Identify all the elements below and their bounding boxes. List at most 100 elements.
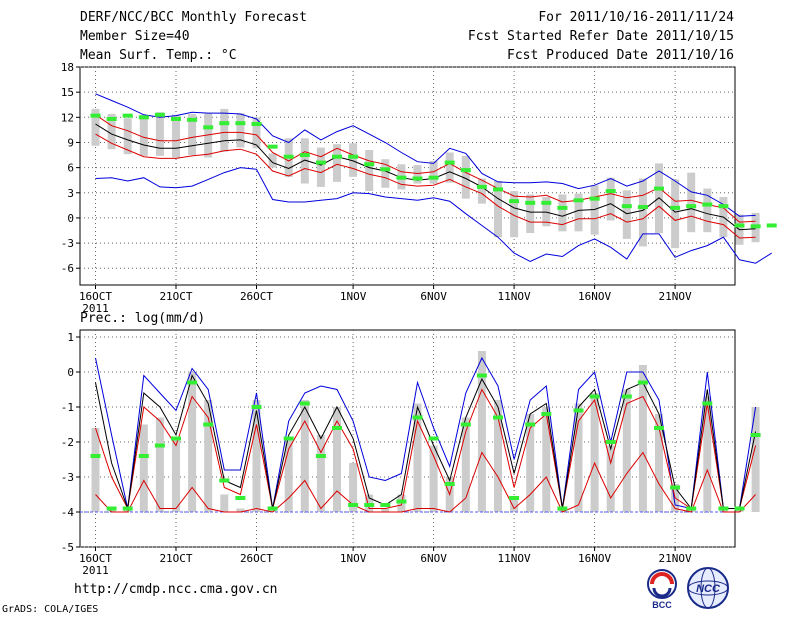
temp-spread-box: [445, 152, 454, 183]
temp-median-marker: [460, 168, 471, 173]
temp-spread-box: [687, 172, 696, 233]
prec-median-marker: [267, 506, 278, 511]
temp-x-tick-label: 21OCT: [159, 290, 192, 303]
temp-spread-box: [188, 113, 197, 156]
prec-median-marker: [348, 503, 359, 507]
prec-x-tick-label: 21OCT: [159, 552, 192, 565]
source-url[interactable]: http://cmdp.ncc.cma.gov.cn: [74, 582, 278, 597]
bcc-logo-icon: BCC: [647, 569, 677, 610]
temp-spread-box: [510, 191, 519, 238]
prec-median-marker: [90, 454, 101, 458]
prec-median-marker: [332, 426, 342, 430]
prec-median-marker: [509, 496, 520, 500]
temp-spread-box: [333, 144, 341, 182]
prec-spread-box: [91, 428, 100, 512]
temp-median-marker: [138, 115, 149, 120]
temp-median-marker: [766, 223, 777, 228]
prec-median-marker: [686, 506, 697, 511]
temp-spread-box: [461, 155, 470, 199]
temp-x-tick-label: 16NOV: [578, 290, 611, 303]
temp-median-marker: [686, 204, 697, 209]
temp-y-tick-label: 9: [67, 136, 74, 149]
temp-y-tick-label: 0: [67, 212, 74, 225]
temp-median-marker: [605, 189, 616, 194]
prec-spread-box: [349, 463, 358, 512]
prec-x-tick-label: 11NOV: [498, 552, 531, 565]
prec-median-marker: [573, 408, 584, 413]
temp-spread-box: [381, 159, 390, 188]
temp-spread-box: [558, 194, 567, 232]
prec-median-marker: [525, 422, 536, 427]
temp-median-marker: [589, 196, 600, 201]
temp-median-marker: [493, 187, 503, 192]
prec-spread-box: [590, 393, 599, 512]
prec-median-marker: [380, 503, 391, 507]
temp-spread-box: [671, 179, 680, 249]
temp-median-marker: [750, 224, 761, 229]
chart-title: DERF/NCC/BCC Monthly Forecast: [80, 10, 307, 25]
prec-x-tick-label: 1NOV: [340, 552, 367, 565]
ncc-logo-text: NCC: [696, 583, 721, 595]
prec-spread-box: [606, 445, 615, 512]
temp-median-marker: [299, 153, 310, 158]
temp-lower-line: [95, 133, 756, 239]
prec-spread-box: [172, 438, 180, 512]
temp-spread-box: [123, 118, 132, 155]
prec-spread-box: [542, 407, 551, 512]
prec-x-tick-label: 16OCT: [79, 552, 112, 565]
prec-spread-box: [333, 407, 341, 512]
prec-spread-box: [494, 400, 502, 512]
prec-y-tick-label: 0: [67, 366, 74, 379]
temp-median-marker: [171, 116, 181, 121]
prec-median-marker: [122, 506, 133, 511]
prec-median-marker: [154, 443, 165, 448]
temp-median-marker: [525, 200, 536, 205]
temp-median-marker: [348, 154, 359, 159]
temp-y-tick-label: 3: [67, 187, 74, 200]
prec-y-tick-label: -2: [61, 436, 74, 449]
prec-median-marker: [299, 401, 310, 406]
prec-median-marker: [654, 426, 664, 430]
prec-spread-box: [252, 400, 261, 512]
temp-spread-box: [638, 178, 647, 247]
prec-spread-box: [413, 403, 422, 512]
temp-spread-box: [606, 177, 615, 221]
produced-date: Fcst Produced Date 2011/10/16: [507, 48, 734, 63]
prec-y-tick-label: -3: [61, 471, 74, 484]
temp-max-line: [95, 93, 756, 217]
prec-median-marker: [444, 482, 455, 486]
temp-median-marker: [380, 167, 391, 172]
temp-spread-box: [300, 138, 309, 184]
temp-y-tick-label: -3: [61, 237, 74, 250]
temp-median-marker: [573, 198, 584, 203]
prec-spread-box: [139, 424, 148, 512]
temp-median-marker: [187, 117, 198, 122]
temp-median-marker: [412, 176, 423, 181]
temp-spread-box: [526, 194, 535, 234]
prec-spread-box: [316, 435, 325, 512]
temp-x-tick-label: 16OCT: [79, 290, 112, 303]
temp-median-marker: [332, 154, 342, 159]
temp-spread-box: [220, 108, 229, 152]
prec-mean-line: [95, 374, 757, 510]
temp-spread-box: [316, 147, 325, 187]
temp-spread-box: [172, 114, 180, 158]
prec-median-marker: [138, 454, 149, 458]
prec-spread-box: [510, 498, 519, 512]
temp-spread-box: [574, 193, 583, 232]
member-size-label: Member Size=40: [80, 29, 190, 44]
temp-median-marker: [654, 186, 664, 191]
prec-median-marker: [557, 506, 568, 511]
prec-spread-box: [188, 372, 197, 512]
temp-spread-box: [622, 190, 631, 239]
prec-x-tick-label: 6NOV: [420, 552, 447, 565]
prec-median-marker: [235, 496, 246, 500]
temp-median-marker: [203, 125, 214, 130]
temp-x-tick-label: 1NOV: [340, 290, 367, 303]
temp-median-marker: [90, 113, 101, 118]
prec-spread-box: [204, 400, 213, 512]
prec-median-marker: [750, 433, 761, 437]
temp-spread-box: [477, 178, 486, 204]
prec-spread-box: [220, 494, 229, 512]
